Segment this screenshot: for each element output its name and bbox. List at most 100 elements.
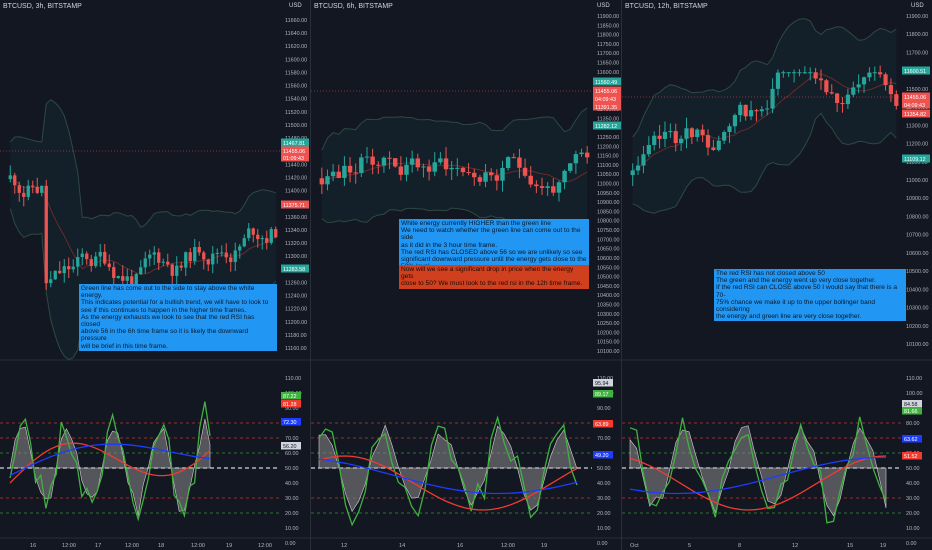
candle [894, 94, 899, 106]
candle [170, 264, 174, 276]
time-tick-label: 8 [738, 543, 741, 549]
candle [40, 185, 44, 193]
candle [438, 158, 443, 163]
price-tick-label: 11100.00 [906, 160, 928, 166]
price-tick-label: 11180.00 [285, 333, 307, 339]
candle [330, 171, 336, 177]
bollinger-upper [9, 99, 276, 228]
osc-tick-label: 10.00 [597, 526, 611, 532]
price-chart-12h[interactable]: 11900.0011800.0011700.0011600.0011500.00… [622, 0, 932, 550]
osc-tick-label: 90.00 [597, 406, 611, 412]
note-line: White energy currently HIGHER than the g… [401, 220, 551, 227]
candle [211, 253, 215, 265]
candle [573, 154, 579, 164]
candle [85, 253, 89, 260]
candle [274, 229, 278, 238]
candle [786, 72, 791, 74]
candle [256, 234, 260, 240]
price-label-tag [902, 154, 930, 163]
candle [551, 186, 556, 193]
price-tick-label: 10200.00 [597, 330, 619, 336]
candle [387, 157, 392, 159]
blue-line [318, 458, 578, 495]
price-tick-label: 11540.00 [285, 97, 307, 103]
time-tick-label: 12:00 [258, 543, 272, 549]
price-tick-label: 10800.00 [906, 214, 928, 220]
note-line: The red RSI has CLOSED above 56 so we ar… [401, 248, 583, 256]
candle [738, 104, 743, 116]
note-line: The red RSI has not closed above 50 [716, 270, 825, 277]
note-line: We need to watch whether the green line … [401, 227, 581, 242]
candle [107, 263, 111, 268]
price-label-tag [593, 102, 621, 111]
candle [878, 72, 883, 75]
note-line: as it did in the 3 hour time frame. [401, 241, 498, 249]
note-line: see if this continues to happen in the h… [81, 306, 247, 314]
candle [505, 157, 511, 168]
price-chart-3h[interactable]: 11660.00 11640.00 11620.00 11600.00 11580.00… [0, 0, 310, 550]
candle [759, 109, 764, 112]
osc-tick-label: 40.00 [597, 481, 611, 487]
energy-area [318, 424, 578, 513]
candle [472, 172, 477, 178]
price-tick-label: 11600.00 [597, 70, 619, 76]
price-label: 04:09:43 [595, 97, 616, 103]
note-line: Green line has come out to the side to s… [81, 285, 255, 300]
candle [432, 162, 437, 172]
osc-tick-label: 30.00 [597, 496, 611, 502]
osc-label-tag [902, 435, 922, 443]
candle [689, 128, 694, 138]
price-chart-6h[interactable]: 11900.00 11850.00 11800.00 11750.00 11700.00… [311, 0, 621, 550]
candle [562, 170, 567, 183]
price-tick-label: 10500.00 [597, 275, 619, 281]
candle [404, 164, 409, 175]
price-tick-label: 10250.00 [597, 321, 619, 327]
price-tick-label: 10400.00 [597, 293, 619, 299]
candle [188, 252, 192, 262]
candle [500, 167, 505, 181]
note-line: If the red RSI can CLOSE above 50 I woul… [716, 284, 898, 299]
osc-label-tag [593, 451, 613, 459]
price-tick-label: 11200.00 [906, 142, 928, 148]
candle [31, 185, 35, 187]
candle [679, 138, 684, 144]
osc-tick-label: 50.00 [906, 466, 920, 472]
price-label-tag [281, 153, 309, 162]
price-label: 11282.12 [595, 124, 617, 130]
candle [534, 184, 539, 187]
chart-pane-6h[interactable]: 11900.00 11850.00 11800.00 11750.00 11700.00… [311, 0, 621, 550]
candle [269, 229, 273, 243]
time-tick-label: 19 [226, 543, 232, 549]
price-tick-label: 11650.00 [597, 61, 619, 67]
price-tick-label: 10300.00 [906, 306, 928, 312]
candle [888, 85, 894, 95]
price-tick-label: 10550.00 [597, 265, 619, 271]
chart-pane-12h[interactable]: 11900.0011800.0011700.0011600.0011500.00… [622, 0, 932, 550]
candle [336, 171, 341, 178]
bollinger-band-fill [321, 108, 588, 239]
price-tick-label: 11340.00 [285, 228, 307, 234]
price-label-tag [902, 109, 930, 118]
candle [539, 186, 545, 188]
candle [233, 250, 237, 262]
candle [220, 252, 224, 254]
bollinger-basis [9, 174, 276, 275]
candle [35, 186, 39, 193]
osc-tick-label: 50.00 [285, 466, 299, 472]
price-tick-label: 11000.00 [597, 182, 619, 188]
candle [17, 185, 21, 193]
price-tick-label: 11520.00 [285, 110, 307, 116]
price-tick-label: 11580.00 [285, 70, 307, 76]
energy-area [9, 418, 211, 516]
price-tick-label: 11000.00 [906, 178, 928, 184]
chart-pane-3h[interactable]: 11660.00 11640.00 11620.00 11600.00 11580.00… [0, 0, 310, 550]
price-tick-label: 11200.00 [285, 320, 307, 326]
osc-tick-label: 10.00 [285, 526, 299, 532]
candle [80, 253, 84, 258]
osc-tick-label: 40.00 [906, 481, 920, 487]
price-label-tag [281, 138, 309, 147]
candle [835, 93, 840, 103]
energy-area [629, 425, 887, 517]
candle [635, 165, 641, 171]
candle [781, 72, 786, 74]
